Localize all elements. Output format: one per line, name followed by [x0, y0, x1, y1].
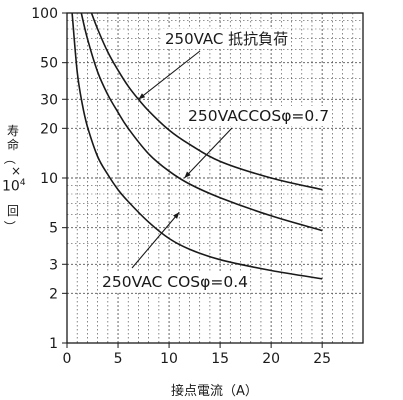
series-line-1	[90, 13, 323, 191]
axis-ticks: 0 5 10 15 20 25 1 2 3 5 10 20 30 50 100	[31, 6, 331, 367]
annotation-label-backdrop	[186, 106, 332, 126]
y-axis-title-paren-close: ）	[2, 220, 17, 233]
annotation-label-backdrop	[163, 29, 291, 49]
series-line-3	[71, 13, 323, 280]
x-tick-label: 20	[262, 351, 280, 367]
x-axis-title: 接点電流（A）	[171, 384, 258, 399]
y-tick-label: 100	[31, 6, 58, 22]
annotation-label-3: 250VAC COSφ=0.4	[102, 273, 248, 291]
annotation-label-2: 250VACCOSφ=0.7	[188, 107, 329, 125]
annotation-arrow-line	[183, 127, 233, 179]
series-line-2	[80, 13, 323, 232]
y-axis-title-char-2: 命	[6, 138, 19, 152]
annotation-arrow-line	[131, 211, 180, 269]
y-tick-label: 2	[49, 286, 58, 302]
x-tick-label: 5	[114, 351, 123, 367]
y-tick-label: 10	[40, 171, 58, 187]
annotation-arrow-head	[184, 171, 191, 178]
y-axis-title-times: ×	[10, 164, 22, 178]
y-axis-title-unit: 104	[2, 178, 26, 195]
annotations: 250VAC 抵抗負荷 250VACCOSφ=0.7 250VAC COSφ=0.4	[100, 29, 332, 292]
series-lines	[71, 13, 323, 280]
y-tick-label: 3	[49, 257, 58, 273]
x-tick-label: 15	[211, 351, 229, 367]
annotation-arrow-head	[173, 212, 180, 219]
y-tick-label: 50	[40, 56, 58, 72]
y-axis-unit-base: 10	[2, 178, 20, 195]
y-axis-unit-exponent: 4	[19, 178, 26, 188]
annotation-arrow-head	[138, 93, 146, 100]
grid	[67, 13, 363, 343]
y-tick-label: 20	[40, 121, 58, 137]
annotation-label-backdrop	[100, 272, 251, 292]
annotation-arrow-line	[138, 50, 201, 100]
annotation-label-1: 250VAC 抵抗負荷	[165, 30, 288, 48]
y-axis-title-char-3: 回	[6, 204, 19, 218]
y-tick-label: 5	[49, 221, 58, 237]
y-axis-title-char-1: 寿	[6, 124, 19, 138]
y-tick-label: 1	[49, 336, 58, 352]
x-tick-label: 0	[63, 351, 72, 367]
x-tick-label: 10	[160, 351, 178, 367]
y-tick-label: 30	[40, 92, 58, 108]
x-tick-label: 25	[313, 351, 331, 367]
